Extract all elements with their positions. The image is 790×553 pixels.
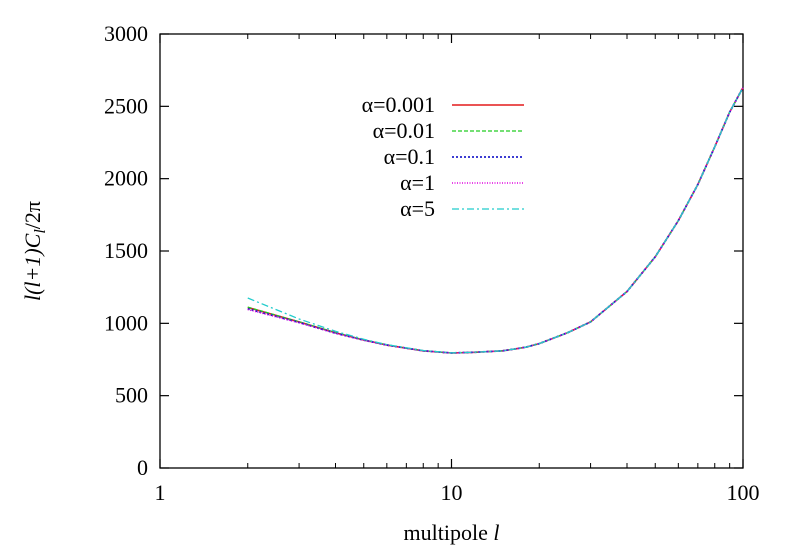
y-tick-label: 1500 [104,238,148,263]
legend-label-4: α=1 [400,170,435,195]
y-tick-label: 1000 [104,310,148,335]
axis-ticks: 0 500 1000 1500 2000 2500 3000 1 10 100 [104,21,760,505]
x-axis-title: multipole l [404,520,500,545]
legend-label-2: α=0.01 [373,118,435,143]
series-line-2 [247,87,744,354]
series-line-1 [247,87,744,354]
legend-label-5: α=5 [400,196,435,221]
y-tick-label: 3000 [104,21,148,46]
y-tick-label: 2500 [104,93,148,118]
series-layer [247,87,744,354]
x-tick-label: 1 [155,480,166,505]
series-line-3 [247,87,744,354]
y-tick-label: 0 [137,455,148,480]
plot-frame [159,33,744,469]
legend-label-1: α=0.001 [362,92,435,117]
x-tick-label: 100 [727,480,760,505]
y-tick-label: 2000 [104,166,148,191]
y-axis-title: l(l+1)Cl/2π [20,201,49,301]
y-tick-label: 500 [115,383,148,408]
legend-label-3: α=0.1 [384,144,435,169]
series-line-4 [247,87,744,354]
x-tick-label: 10 [441,480,463,505]
series-line-5 [247,87,744,354]
